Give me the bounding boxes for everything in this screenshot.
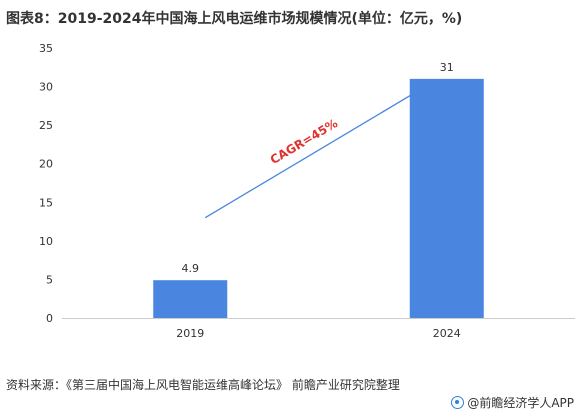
x-tick-label: 2019 [176,327,204,340]
data-label: 31 [440,61,454,74]
y-tick-label: 10 [39,235,53,248]
bar-series: 4.9 31 [153,61,484,318]
chart-title: 图表8：2019-2024年中国海上风电运维市场规模情况(单位：亿元，%) [6,11,463,27]
cagr-arrow [204,89,420,219]
y-tick-label: 5 [46,273,53,286]
y-tick-label: 25 [39,119,53,132]
y-tick-label: 0 [46,312,53,325]
brand-text: @前瞻经济学人APP [467,396,574,410]
y-tick-label: 35 [39,42,53,55]
bar [153,280,228,318]
y-tick-label: 20 [39,158,53,171]
x-tick-label: 2024 [433,327,461,340]
brand-watermark: @前瞻经济学人APP [451,394,574,411]
cagr-annotation: CAGR=45% [204,89,420,219]
y-tick-label: 30 [39,81,53,94]
bar [409,78,484,318]
y-axis: 0 5 10 15 20 25 30 35 [39,42,53,325]
brand-logo-icon [451,396,465,409]
y-tick-label: 15 [39,196,53,209]
source-note: 资料来源：《第三届中国海上风电智能运维高峰论坛》 前瞻产业研究院整理 [6,378,400,392]
x-axis: 2019 2024 [62,318,575,340]
data-label: 4.9 [182,262,200,275]
